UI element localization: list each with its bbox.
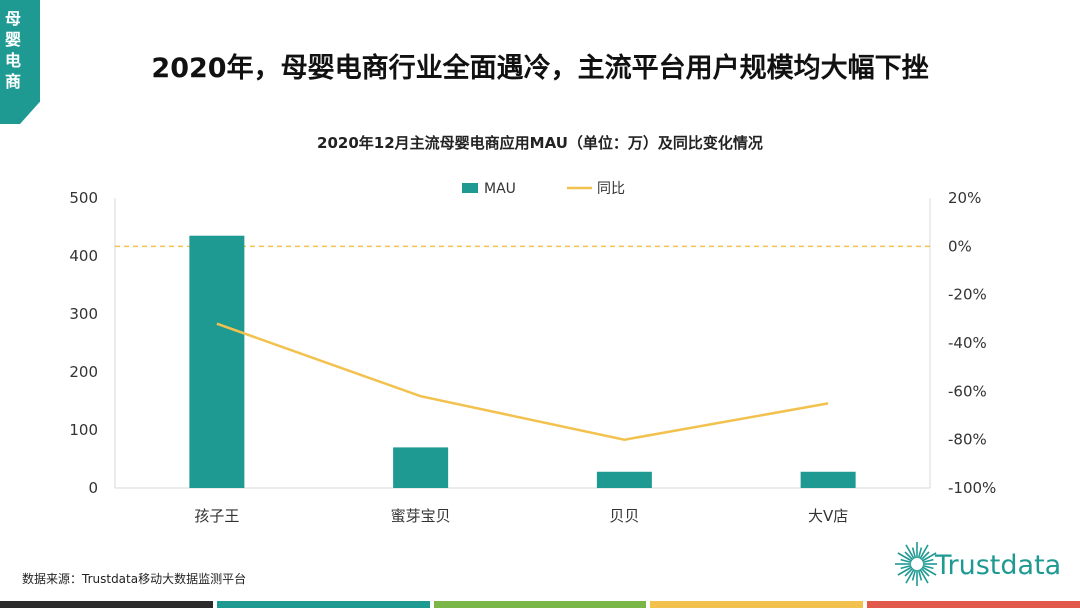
y-left-tick-label: 200 bbox=[69, 363, 98, 381]
trustdata-logo: Trustdata bbox=[893, 536, 1073, 592]
y-right-tick-label: -80% bbox=[948, 431, 987, 449]
y-right-tick-label: 0% bbox=[948, 237, 972, 255]
legend-mau-swatch bbox=[462, 183, 478, 193]
x-tick-label: 蜜芽宝贝 bbox=[391, 507, 451, 525]
starburst-icon bbox=[895, 542, 939, 586]
footer-segment-4 bbox=[650, 601, 864, 608]
mau-bar bbox=[596, 471, 652, 488]
footer-segment-1 bbox=[0, 601, 213, 608]
y-right-tick-label: -100% bbox=[948, 479, 996, 497]
x-tick-label: 大V店 bbox=[808, 507, 848, 525]
y-left-tick-label: 300 bbox=[69, 305, 98, 323]
y-right-tick-label: 20% bbox=[948, 189, 981, 207]
y-left-tick-label: 400 bbox=[69, 247, 98, 265]
y-right-tick-label: -60% bbox=[948, 382, 987, 400]
mau-chart: 0 100 200 300 400 500 -100% -80% -60% -40% -20% 0% 2… bbox=[69, 181, 996, 525]
y-right-tick-label: -40% bbox=[948, 334, 987, 352]
mau-bar bbox=[189, 235, 245, 488]
legend-yoy-label: 同比 bbox=[597, 181, 625, 197]
footer-segment-3 bbox=[433, 601, 647, 608]
x-tick-label: 贝贝 bbox=[609, 507, 639, 525]
legend-mau-label: MAU bbox=[484, 181, 516, 197]
footer-segment-2 bbox=[216, 601, 430, 608]
y-left-tick-label: 500 bbox=[69, 189, 98, 207]
x-tick-label: 孩子王 bbox=[194, 507, 239, 525]
data-source-note: 数据来源：Trustdata移动大数据监测平台 bbox=[22, 572, 247, 586]
y-left-tick-label: 100 bbox=[69, 421, 98, 439]
y-right-tick-label: -20% bbox=[948, 286, 987, 304]
y-left-tick-label: 0 bbox=[88, 479, 98, 497]
footer-color-bar bbox=[0, 601, 1080, 608]
footer-segment-5 bbox=[867, 601, 1080, 608]
side-tab-label: 母婴电商 bbox=[4, 9, 21, 91]
side-tab: 母婴电商 bbox=[0, 0, 40, 124]
logo-text: Trustdata bbox=[935, 550, 1062, 581]
chart-title: 2020年12月主流母婴电商应用MAU（单位：万）及同比变化情况 bbox=[317, 134, 763, 152]
yoy-line bbox=[216, 322, 829, 441]
mau-bar bbox=[393, 447, 449, 488]
page-headline: 2020年，母婴电商行业全面遇冷，主流平台用户规模均大幅下挫 bbox=[151, 53, 929, 84]
mau-bar bbox=[800, 471, 856, 488]
